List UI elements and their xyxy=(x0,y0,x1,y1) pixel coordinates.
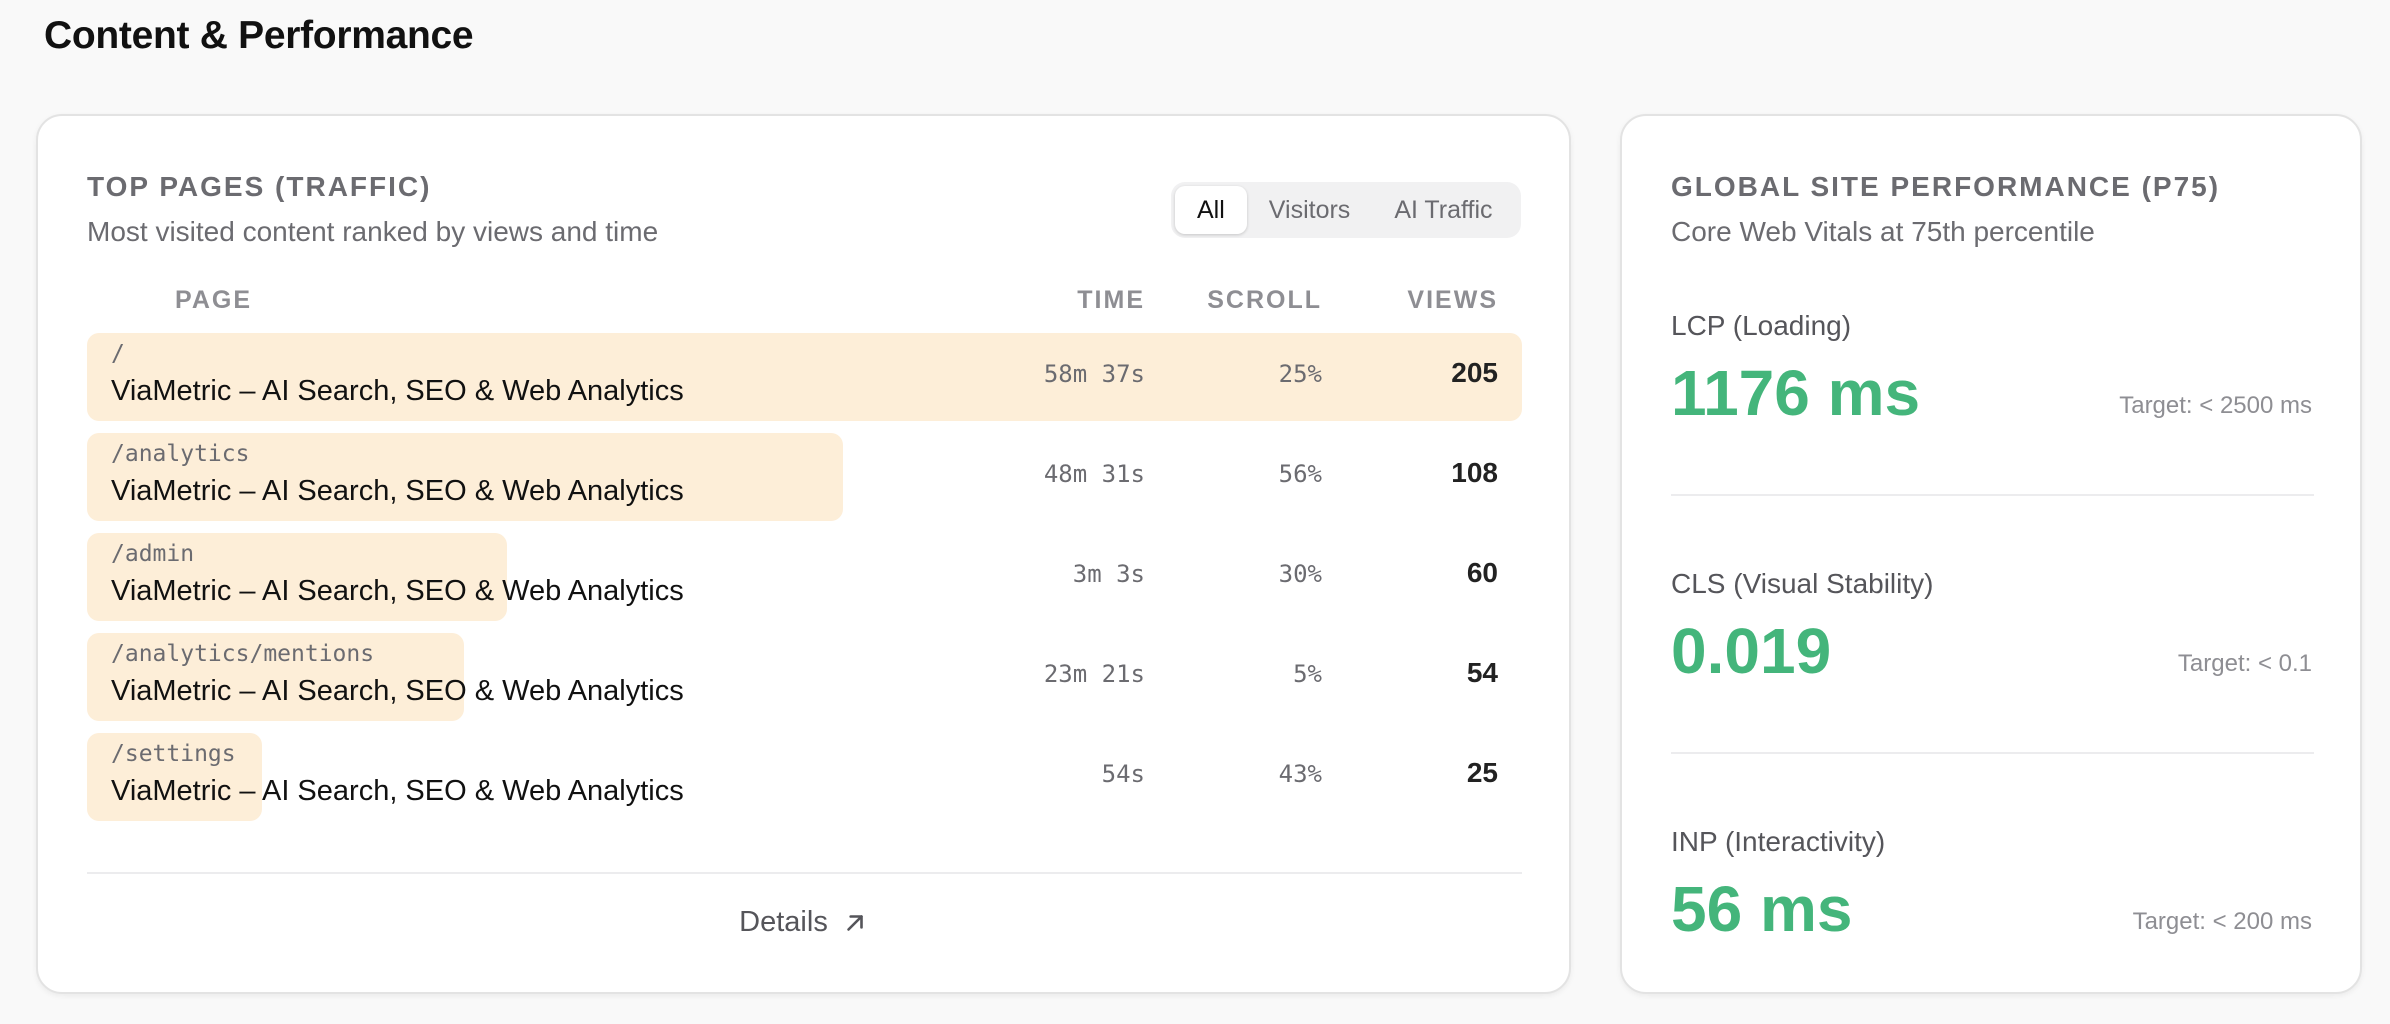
top-pages-subtitle: Most visited content ranked by views and… xyxy=(87,216,659,247)
scroll-depth: 25% xyxy=(1278,360,1322,388)
page-title: ViaMetric – AI Search, SEO & Web Analyti… xyxy=(111,775,684,807)
time-on-page: 23m 21s xyxy=(1043,660,1145,688)
filter-ai-traffic-tab[interactable]: AI Traffic xyxy=(1394,195,1493,224)
time-on-page: 3m 3s xyxy=(1072,560,1145,588)
page-path: /analytics xyxy=(111,441,250,467)
table-row[interactable]: /analytics ViaMetric – AI Search, SEO & W… xyxy=(87,433,1522,521)
page-title: ViaMetric – AI Search, SEO & Web Analyti… xyxy=(111,575,684,607)
page-path: /analytics/mentions xyxy=(111,641,375,667)
time-on-page: 54s xyxy=(1101,760,1145,788)
site-performance-card: GLOBAL SITE PERFORMANCE (P75) Core Web V… xyxy=(1620,114,2362,994)
time-on-page: 48m 31s xyxy=(1043,460,1145,488)
page-title: ViaMetric – AI Search, SEO & Web Analyti… xyxy=(111,375,684,407)
views-share-bar xyxy=(87,633,464,721)
page-path: / xyxy=(111,341,125,367)
table-row[interactable]: /admin ViaMetric – AI Search, SEO & Web A… xyxy=(87,533,1522,621)
page-views: 205 xyxy=(1451,357,1498,388)
page-path: /settings xyxy=(111,741,236,767)
column-header-time[interactable]: TIME xyxy=(1077,286,1145,314)
inp-target: Target: < 200 ms xyxy=(2132,908,2312,935)
views-share-bar xyxy=(87,533,507,621)
page-views: 60 xyxy=(1466,557,1498,588)
views-share-bar xyxy=(87,733,262,821)
views-share-bar xyxy=(87,333,1522,421)
page-views: 54 xyxy=(1466,657,1498,688)
page-title: ViaMetric – AI Search, SEO & Web Analyti… xyxy=(111,475,684,507)
section-title: Content & Performance xyxy=(44,14,474,57)
column-header-page[interactable]: PAGE xyxy=(175,286,252,314)
metric-divider xyxy=(1671,494,2314,496)
table-row[interactable]: /settings ViaMetric – AI Search, SEO & We… xyxy=(87,733,1522,821)
details-divider xyxy=(87,872,1522,874)
scroll-depth: 5% xyxy=(1293,660,1322,688)
page-path: /admin xyxy=(111,541,195,567)
column-header-scroll[interactable]: SCROLL xyxy=(1207,286,1322,314)
scroll-depth: 56% xyxy=(1278,460,1322,488)
filter-all-tab[interactable]: All xyxy=(1175,186,1247,234)
cls-target: Target: < 0.1 xyxy=(2177,650,2312,677)
lcp-target: Target: < 2500 ms xyxy=(2119,392,2312,419)
table-row[interactable]: /analytics/mentions ViaMetric – AI Search… xyxy=(87,633,1522,721)
page-views: 108 xyxy=(1451,457,1498,488)
scroll-depth: 30% xyxy=(1278,560,1322,588)
inp-value: 56 ms xyxy=(1671,873,1853,945)
details-link[interactable]: Details xyxy=(38,906,1569,939)
cls-value: 0.019 xyxy=(1671,615,1832,687)
lcp-value: 1176 ms xyxy=(1671,357,1921,429)
traffic-filter: All Visitors AI Traffic xyxy=(1171,182,1521,238)
views-share-bar xyxy=(87,433,843,521)
arrow-up-right-icon xyxy=(847,914,863,931)
top-pages-card: TOP PAGES (TRAFFIC) Most visited content… xyxy=(36,114,1571,994)
column-header-views[interactable]: VIEWS xyxy=(1407,286,1498,314)
lcp-label: LCP (Loading) xyxy=(1671,310,1852,341)
performance-subtitle: Core Web Vitals at 75th percentile xyxy=(1671,216,2095,247)
details-label: Details xyxy=(739,906,828,938)
scroll-depth: 43% xyxy=(1278,760,1322,788)
inp-label: INP (Interactivity) xyxy=(1671,826,1886,857)
filter-visitors-tab[interactable]: Visitors xyxy=(1268,195,1351,224)
table-row[interactable]: / ViaMetric – AI Search, SEO & Web Analyt… xyxy=(87,333,1522,421)
page-views: 25 xyxy=(1466,757,1498,788)
time-on-page: 58m 37s xyxy=(1043,360,1145,388)
top-pages-title: TOP PAGES (TRAFFIC) xyxy=(87,171,432,202)
performance-title: GLOBAL SITE PERFORMANCE (P75) xyxy=(1671,171,2221,202)
cls-label: CLS (Visual Stability) xyxy=(1671,568,1934,599)
page-title: ViaMetric – AI Search, SEO & Web Analyti… xyxy=(111,675,684,707)
metric-divider xyxy=(1671,752,2314,754)
